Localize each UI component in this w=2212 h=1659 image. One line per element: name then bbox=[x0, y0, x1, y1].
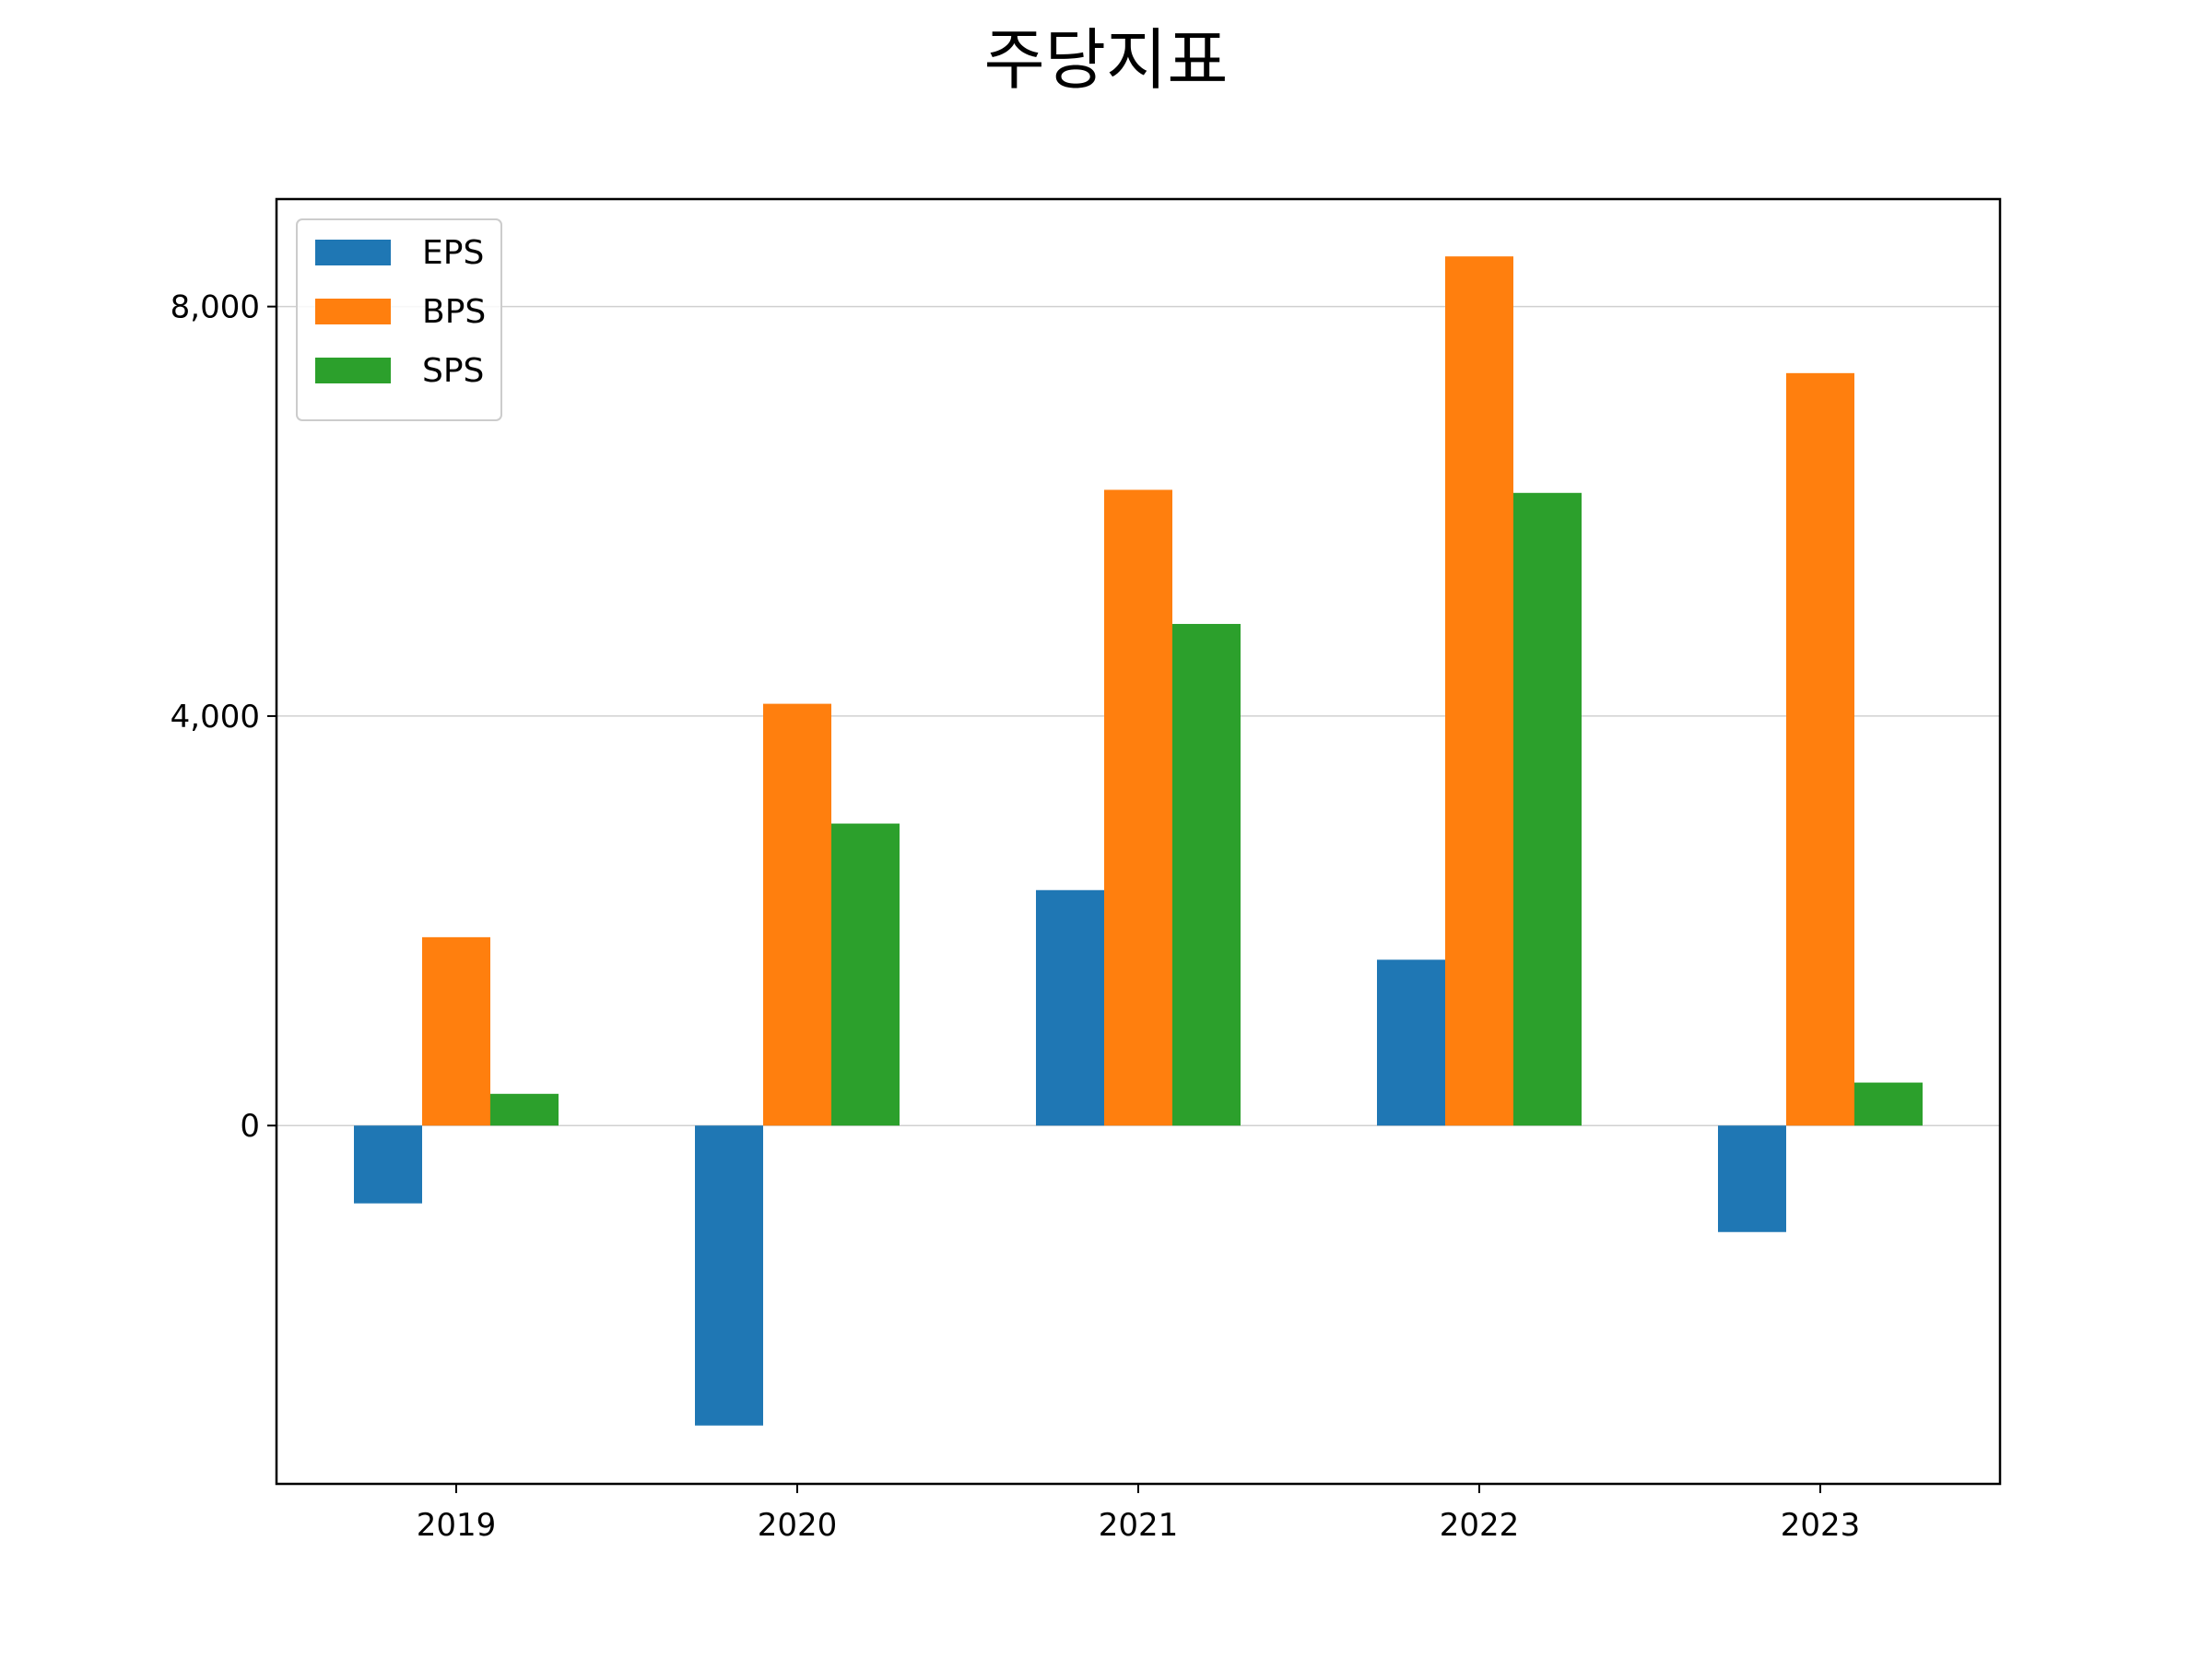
bar-bps-2023 bbox=[1786, 372, 1854, 1126]
bar-sps-2020 bbox=[831, 823, 900, 1126]
legend-swatch-sps bbox=[315, 358, 391, 383]
bar-bps-2021 bbox=[1104, 489, 1172, 1126]
y-axis: 0 4,000 8,000 bbox=[171, 289, 276, 1145]
bar-sps-2023 bbox=[1854, 1082, 1923, 1126]
legend: EPS BPS SPS bbox=[296, 218, 502, 421]
legend-label-sps: SPS bbox=[422, 352, 484, 390]
bar-bps-2020 bbox=[763, 703, 831, 1126]
x-tick-label: 2019 bbox=[417, 1507, 497, 1544]
y-tick-label: 8,000 bbox=[171, 289, 260, 326]
bar-eps-2019 bbox=[354, 1125, 422, 1204]
x-tick-label: 2023 bbox=[1781, 1507, 1861, 1544]
bar-bps-2019 bbox=[422, 936, 490, 1126]
bars bbox=[354, 256, 1923, 1426]
legend-swatch-bps bbox=[315, 299, 391, 324]
x-axis: 2019 2020 2021 2022 2023 bbox=[417, 1484, 1861, 1544]
legend-label-eps: EPS bbox=[422, 234, 484, 272]
bar-bps-2022 bbox=[1445, 256, 1513, 1126]
bar-eps-2023 bbox=[1718, 1125, 1786, 1232]
bar-eps-2021 bbox=[1036, 889, 1104, 1126]
bar-eps-2020 bbox=[695, 1125, 763, 1426]
x-tick-label: 2020 bbox=[758, 1507, 838, 1544]
chart-title: 주당지표 bbox=[984, 21, 1229, 99]
bar-sps-2022 bbox=[1513, 492, 1582, 1126]
bar-sps-2021 bbox=[1172, 623, 1241, 1126]
bar-eps-2022 bbox=[1377, 959, 1445, 1126]
y-tick-label: 0 bbox=[240, 1108, 260, 1145]
x-tick-label: 2021 bbox=[1099, 1507, 1179, 1544]
bar-sps-2019 bbox=[490, 1093, 559, 1126]
y-tick-label: 4,000 bbox=[171, 699, 260, 735]
x-tick-label: 2022 bbox=[1440, 1507, 1520, 1544]
legend-label-bps: BPS bbox=[422, 293, 486, 331]
legend-swatch-eps bbox=[315, 240, 391, 265]
